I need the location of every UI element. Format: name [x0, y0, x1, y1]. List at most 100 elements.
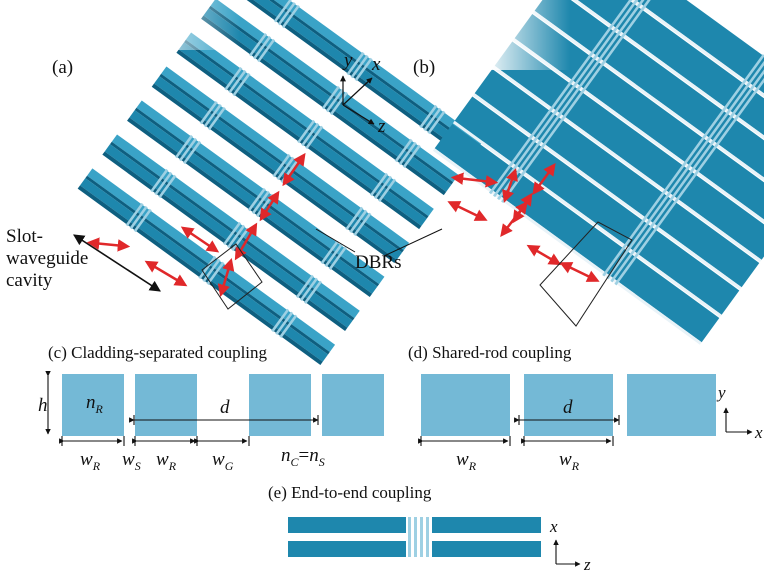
dbr-stripe: [572, 57, 596, 88]
dbr-stripe: [349, 209, 368, 234]
dbr-stripe: [150, 168, 169, 193]
nr-label: nR: [86, 392, 104, 416]
shared-rod-row: [552, 0, 764, 180]
dbr-leader-line-b: [383, 228, 443, 257]
dbr-stripe: [606, 249, 629, 280]
dbr-stripe: [674, 172, 698, 203]
dbr-stripe: [686, 139, 709, 170]
wr-label-d2: wR: [559, 449, 580, 473]
dbr-stripe: [521, 145, 544, 176]
dbr-stripe: [402, 144, 421, 169]
dbr-stripe: [154, 171, 173, 196]
dbr-stripe: [301, 122, 320, 147]
dbr-stripe: [612, 2, 636, 33]
dbr-stripe: [608, 0, 632, 30]
dbr-stripe: [207, 106, 226, 131]
dbr-stripe: [179, 137, 198, 162]
slot-waveguide-row: [176, 32, 434, 230]
slot-waveguide-label-1: Slot-: [6, 226, 43, 247]
dbr-stripe: [321, 85, 340, 110]
d-label-d: d: [563, 397, 573, 418]
rod-c-1: [62, 374, 124, 436]
dbr-stripe: [588, 26, 612, 57]
wr-label-d1: wR: [456, 449, 477, 473]
dbr-stripe: [734, 90, 757, 121]
d-label-c: d: [220, 397, 230, 418]
dbr-stripe: [508, 136, 532, 167]
rod-d-1: [421, 374, 510, 436]
dbrs-label: DBRs: [355, 252, 401, 273]
dbr-stripe: [203, 103, 222, 128]
rod-c-4: [322, 374, 384, 436]
shared-rod-row: [492, 41, 764, 263]
wr-label-1: wR: [80, 449, 101, 473]
dbr-e-1: [408, 517, 411, 557]
dbr-stripe: [746, 57, 764, 87]
dbr-stripe: [646, 194, 669, 225]
dbr-stripe: [299, 277, 318, 302]
dbr-stripe: [133, 208, 152, 233]
dbr-stripe: [304, 280, 322, 304]
dbr-stripe: [650, 197, 673, 228]
dbr-stripe: [354, 57, 373, 82]
dbr-stripe: [427, 110, 446, 135]
dbr-stripe: [690, 142, 713, 173]
dbr-stripe: [630, 225, 653, 255]
dbr-stripe: [557, 87, 580, 118]
dbr-stripe: [601, 35, 624, 66]
slot-waveguide-label-3: cavity: [6, 270, 53, 291]
nc-ns-label: nC=nS: [281, 445, 325, 469]
slot-waveguide-label-2: waveguide: [6, 248, 88, 269]
dbr-stripe: [754, 62, 764, 93]
panel-e-title: (e) End-to-end coupling: [268, 483, 432, 502]
dbr-stripe: [548, 81, 572, 112]
panel-a-cavity-box: [201, 243, 263, 310]
panel-a-label: (a): [52, 57, 73, 78]
dbr-stripe: [378, 178, 397, 203]
axis-z-3d: [342, 104, 375, 125]
rod-c-2: [135, 374, 197, 436]
dbr-stripe: [528, 109, 552, 140]
dbr-stripe: [228, 69, 247, 94]
dbr-stripe: [350, 54, 369, 79]
dbr-stripe: [517, 142, 540, 173]
dbr-stripe: [277, 1, 296, 26]
dbr-stripe: [654, 200, 678, 231]
rod-c-3: [249, 374, 311, 436]
dbr-stripe: [320, 240, 339, 265]
fade-overlay: [120, 0, 240, 50]
shared-rod-row: [472, 69, 760, 290]
panel-e-end-to-end: x z: [288, 517, 591, 573]
dbr-stripe: [295, 274, 314, 299]
dbr-stripe: [271, 308, 290, 333]
dbr-stripe: [710, 114, 733, 145]
dbr-stripe: [750, 59, 764, 90]
dbr-stripe: [513, 139, 536, 170]
dbr-stripe: [328, 246, 347, 270]
axes-3d: [340, 75, 375, 125]
dbr-stripe: [224, 66, 243, 91]
dbr-stripe: [666, 167, 689, 197]
dbr-stripe: [257, 38, 276, 63]
dbr-stripe: [398, 141, 417, 166]
dbr-stripe: [346, 51, 365, 76]
dbr-stripe: [682, 136, 705, 167]
dbr-stripe: [610, 252, 634, 283]
panel-b-shared-rod-array: [383, 0, 764, 345]
dbr-e-3: [420, 517, 423, 557]
dbr-stripe: [345, 206, 364, 231]
rod-d-3: [627, 374, 716, 436]
axis-z-e-label: z: [583, 555, 591, 573]
panel-d-title: (d) Shared-rod coupling: [408, 343, 572, 362]
dbr-stripe: [642, 191, 665, 222]
shared-rod-row: [572, 0, 764, 153]
dbr-stripe: [742, 54, 764, 84]
dbr-stripe: [305, 125, 324, 150]
slot-waveguide-row: [77, 168, 336, 365]
dbr-stripe: [537, 115, 560, 146]
dbr-stripe: [670, 170, 693, 200]
panel-d-cross-section: d wR wR y x: [418, 374, 763, 473]
dbr-stripe: [706, 112, 729, 142]
dbr-stripe: [577, 60, 600, 91]
dbr-stripe: [394, 138, 413, 163]
